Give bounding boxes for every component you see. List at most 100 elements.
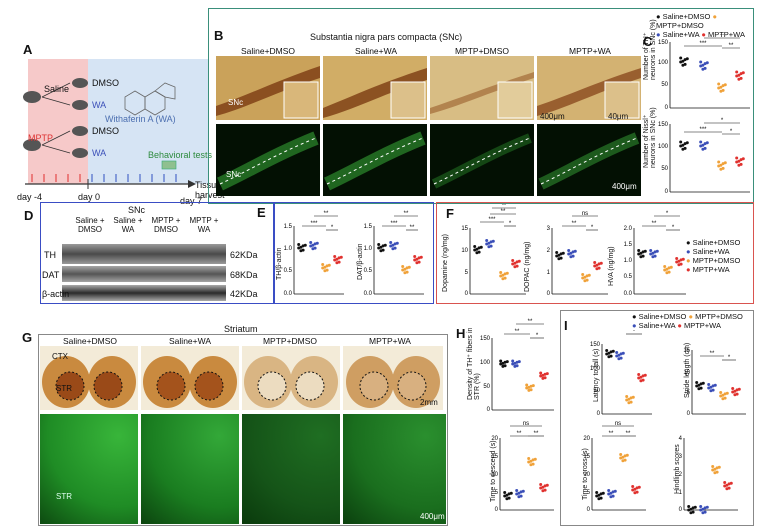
c-tick-b0: 150 [658,122,669,128]
e-tick-2: 0.5 [284,268,293,274]
c-dots-bottom [679,140,745,171]
data-point [619,453,623,456]
data-point [731,390,735,394]
data-point [609,350,613,354]
data-point [695,381,699,384]
f-sig-da-3: * [509,221,512,227]
i-hl-4: 0 [679,507,683,513]
data-point [527,457,531,460]
data-point [723,392,727,396]
f-hva-0: 2.0 [624,226,633,232]
d-size-th: 62KDa [230,250,258,260]
data-point [401,265,405,268]
data-point [477,246,481,250]
e2-tick-2: 0.5 [364,268,373,274]
data-point [299,249,303,253]
data-point [733,393,737,397]
data-point [735,70,739,74]
data-point [717,160,721,164]
f-dots [473,239,685,283]
data-point [529,463,533,467]
i-sig-cr-2: ** [626,431,631,437]
h-dots [499,359,549,392]
i-leg-1: Saline+DMSO [638,312,687,321]
data-point [607,492,611,496]
f-ylabel-dopac: DOPAC (ng/mg) [524,241,531,292]
b-fluor-4 [537,124,641,196]
panel-i-frame [560,310,754,526]
data-point [721,84,725,88]
panel-i-legend: ● Saline+DMSO ● MPTP+DMSO ● Saline+WA ● … [632,312,743,330]
data-point [713,471,717,475]
i-ylabel-cross: Time to cross (s) [582,448,589,500]
group-saline: Saline [44,84,70,94]
data-point [333,258,337,262]
data-point [503,494,507,498]
f-leg-2: Saline+WA [692,247,730,256]
data-point [637,249,641,252]
data-point [625,395,629,398]
data-point [581,273,585,276]
b-region-2: SNc [226,170,242,179]
c-sig-b1: * [721,118,724,124]
data-point [515,360,519,364]
g-scale-top: 2mm [420,398,438,407]
e2-tick-0: 1.5 [364,224,373,230]
e2-tick-3: 0.0 [364,291,373,297]
data-point [525,386,529,390]
data-point [473,245,477,248]
data-point [325,264,329,268]
c-tick-t1: 100 [658,60,669,66]
f-leg-4: MPTP+WA [692,265,730,274]
data-point [555,254,559,258]
d-lane-2: Saline + WA [113,216,143,234]
data-point [631,488,635,492]
data-point [715,466,719,470]
c-sig-t2: ** [729,43,734,49]
i-hl-3: 1 [679,490,683,496]
h-tick-2: 50 [483,384,490,390]
data-point [679,56,683,60]
data-point [727,482,731,486]
data-point [333,255,337,258]
i-str-1: 10 [683,370,690,376]
panel-i-label: I [564,318,568,333]
i-hl-2: 2 [679,472,683,478]
i-des-2: 10 [491,472,498,478]
data-point [499,362,503,366]
data-point [599,492,603,496]
c-sig-b0: *** [699,127,707,133]
c-tick-b3: 0 [665,189,669,195]
data-point [699,64,703,68]
data-point [623,454,627,458]
g-brain-row [40,346,443,410]
c-ylabel-top: Number of TH⁺ neurons in SNc (%) [643,19,657,80]
data-point [663,265,667,268]
data-point [487,245,491,249]
data-point [639,379,643,383]
data-point [633,491,637,495]
panel-g-frame [38,334,448,526]
b-col-2: Saline+WA [355,46,397,56]
data-point [503,272,507,276]
data-point [739,72,743,76]
d-blot-actin [62,285,226,301]
panel-a-label: A [23,42,33,57]
b-bright-3 [430,56,534,120]
data-point [515,492,519,496]
b-fluor-2 [323,124,427,196]
data-point [701,67,705,71]
data-point [689,511,693,515]
data-point [721,162,725,166]
g-region-str: STR [56,384,72,393]
c-ylabel-bottom: Number of Nissl⁺ neurons in SNc (%) [643,107,657,168]
f-sig-hva-0: * [666,211,669,217]
data-point [377,246,381,250]
g-col-1: Saline+DMSO [62,336,118,346]
data-point [735,160,739,164]
e-sig-1: ** [324,211,329,217]
data-point [711,465,715,468]
data-point [619,456,623,460]
data-point [311,247,315,251]
data-point [703,506,707,510]
